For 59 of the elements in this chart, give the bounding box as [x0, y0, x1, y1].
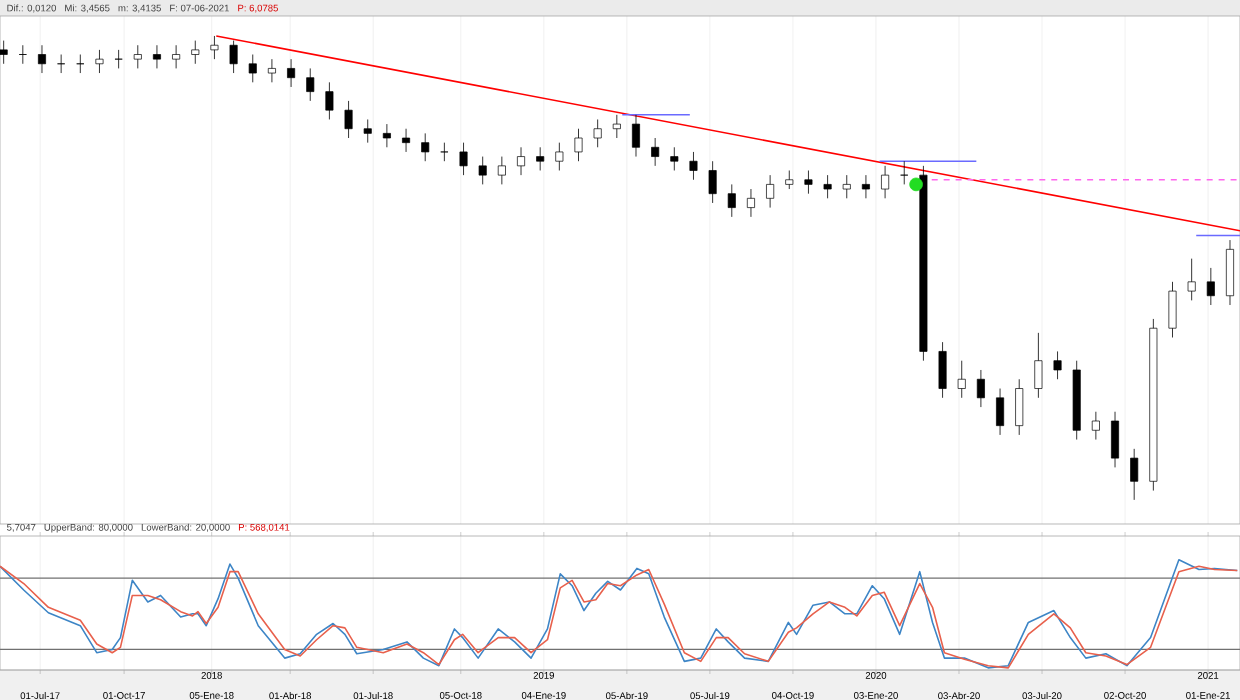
candlestick	[133, 44, 142, 69]
candlestick	[1130, 448, 1139, 501]
candlestick	[0, 40, 8, 65]
candlestick	[1111, 411, 1120, 468]
candlestick	[861, 174, 870, 199]
candlestick	[248, 54, 257, 83]
candlestick	[325, 81, 334, 120]
candlestick	[785, 170, 794, 190]
candlestick	[804, 170, 813, 195]
candlestick	[555, 142, 564, 171]
candlestick	[306, 68, 315, 102]
candlestick	[402, 128, 411, 153]
candlestick	[497, 156, 506, 185]
candlestick	[1034, 332, 1043, 399]
candlestick	[1053, 351, 1062, 380]
candlestick	[766, 174, 775, 208]
candlestick	[689, 151, 698, 181]
candlestick	[727, 184, 736, 218]
candlestick	[651, 137, 660, 167]
candlestick	[459, 142, 468, 176]
candlestick	[574, 128, 583, 162]
candlestick	[37, 44, 46, 74]
candlestick	[996, 388, 1005, 436]
candlestick	[382, 123, 391, 148]
candlestick	[152, 44, 161, 69]
candlestick	[210, 35, 219, 60]
candlestick	[421, 132, 430, 162]
candlestick	[440, 142, 449, 162]
candlestick	[823, 174, 832, 199]
candlestick	[517, 146, 526, 176]
candlestick	[191, 40, 200, 65]
candlestick	[842, 174, 851, 199]
candlestick	[95, 49, 104, 74]
candlestick	[976, 369, 985, 408]
candlestick	[1015, 378, 1024, 436]
candlestick	[938, 341, 947, 399]
candlestick	[612, 114, 621, 139]
candlestick	[287, 58, 296, 88]
candlestick	[478, 156, 487, 185]
candlestick	[1091, 411, 1100, 440]
candlestick	[172, 44, 181, 69]
candlestick	[593, 119, 602, 148]
candlestick	[1187, 258, 1196, 301]
candlestick	[708, 160, 717, 204]
candlestick	[631, 114, 640, 157]
candlestick	[267, 58, 276, 83]
candlestick	[900, 160, 909, 185]
candlestick	[1206, 267, 1215, 306]
candlestick	[1168, 281, 1177, 338]
candlestick	[229, 40, 238, 74]
candlestick	[746, 188, 755, 218]
candlestick	[881, 165, 890, 199]
candlestick	[670, 146, 679, 171]
candlestick	[344, 100, 353, 139]
candlestick	[363, 119, 372, 144]
candlestick	[1225, 239, 1234, 306]
candlestick	[536, 146, 545, 171]
candlestick	[114, 49, 123, 69]
candlestick	[957, 360, 966, 399]
